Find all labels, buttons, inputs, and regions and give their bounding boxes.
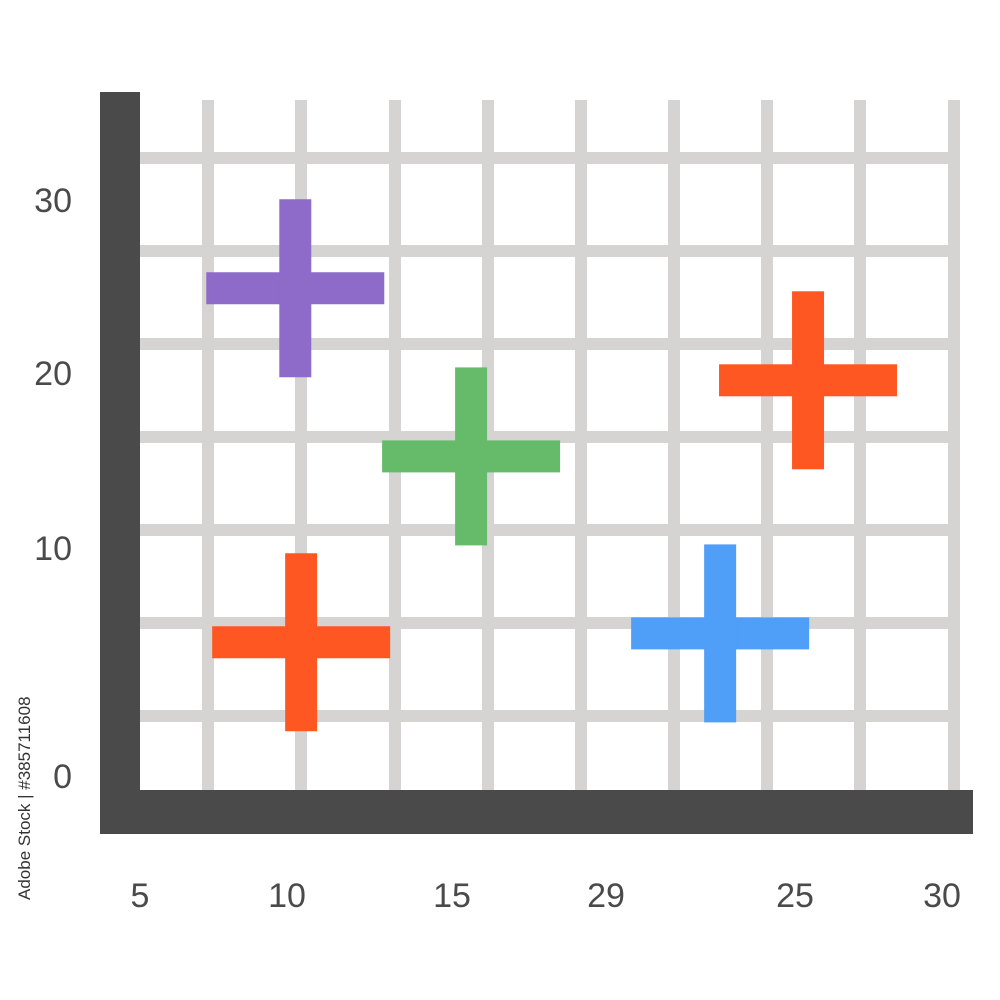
plus-marker-vertical <box>704 544 737 723</box>
x-tick-label: 15 <box>433 877 471 915</box>
data-marks <box>206 199 898 732</box>
grid-line-horizontal <box>130 710 960 722</box>
grid-line-horizontal <box>130 431 960 443</box>
y-tick-label: 20 <box>34 355 72 393</box>
plus-marker-vertical <box>792 291 825 470</box>
y-tick-label: 30 <box>34 182 72 220</box>
grid-line-vertical <box>202 100 214 800</box>
grid-line-vertical <box>854 100 866 800</box>
axes <box>100 92 973 834</box>
stock-credit: Adobe Stock | #385711608 <box>15 696 34 900</box>
plus-marker <box>382 367 561 546</box>
grid-line-horizontal <box>130 524 960 536</box>
x-tick-label: 10 <box>268 877 306 915</box>
x-tick-label: 30 <box>923 877 961 915</box>
grid-line-horizontal <box>130 245 960 257</box>
grid-line-vertical <box>575 100 587 800</box>
grid-line-horizontal <box>130 338 960 350</box>
grid-line-vertical <box>948 100 960 800</box>
x-tick-label: 25 <box>776 877 814 915</box>
x-tick-label: 29 <box>587 877 625 915</box>
grid-line-vertical <box>668 100 680 800</box>
grid-line-horizontal <box>130 152 960 164</box>
plus-marker <box>206 199 385 378</box>
plus-marker-vertical <box>285 553 318 732</box>
y-tick-label: 10 <box>34 530 72 568</box>
x-tick-label: 5 <box>131 877 150 915</box>
x-tick-labels: 5 10 15 29 25 30 <box>131 877 961 915</box>
plus-marker <box>212 553 391 732</box>
y-axis-line <box>100 92 140 834</box>
plus-marker-vertical <box>279 199 312 378</box>
y-tick-label: 0 <box>53 758 72 796</box>
plus-marker <box>719 291 898 470</box>
grid-line-vertical <box>761 100 773 800</box>
plus-marker <box>631 544 810 723</box>
y-tick-labels: 30 20 10 0 <box>34 182 72 796</box>
x-axis-line <box>100 790 973 834</box>
plus-marker-vertical <box>455 367 488 546</box>
